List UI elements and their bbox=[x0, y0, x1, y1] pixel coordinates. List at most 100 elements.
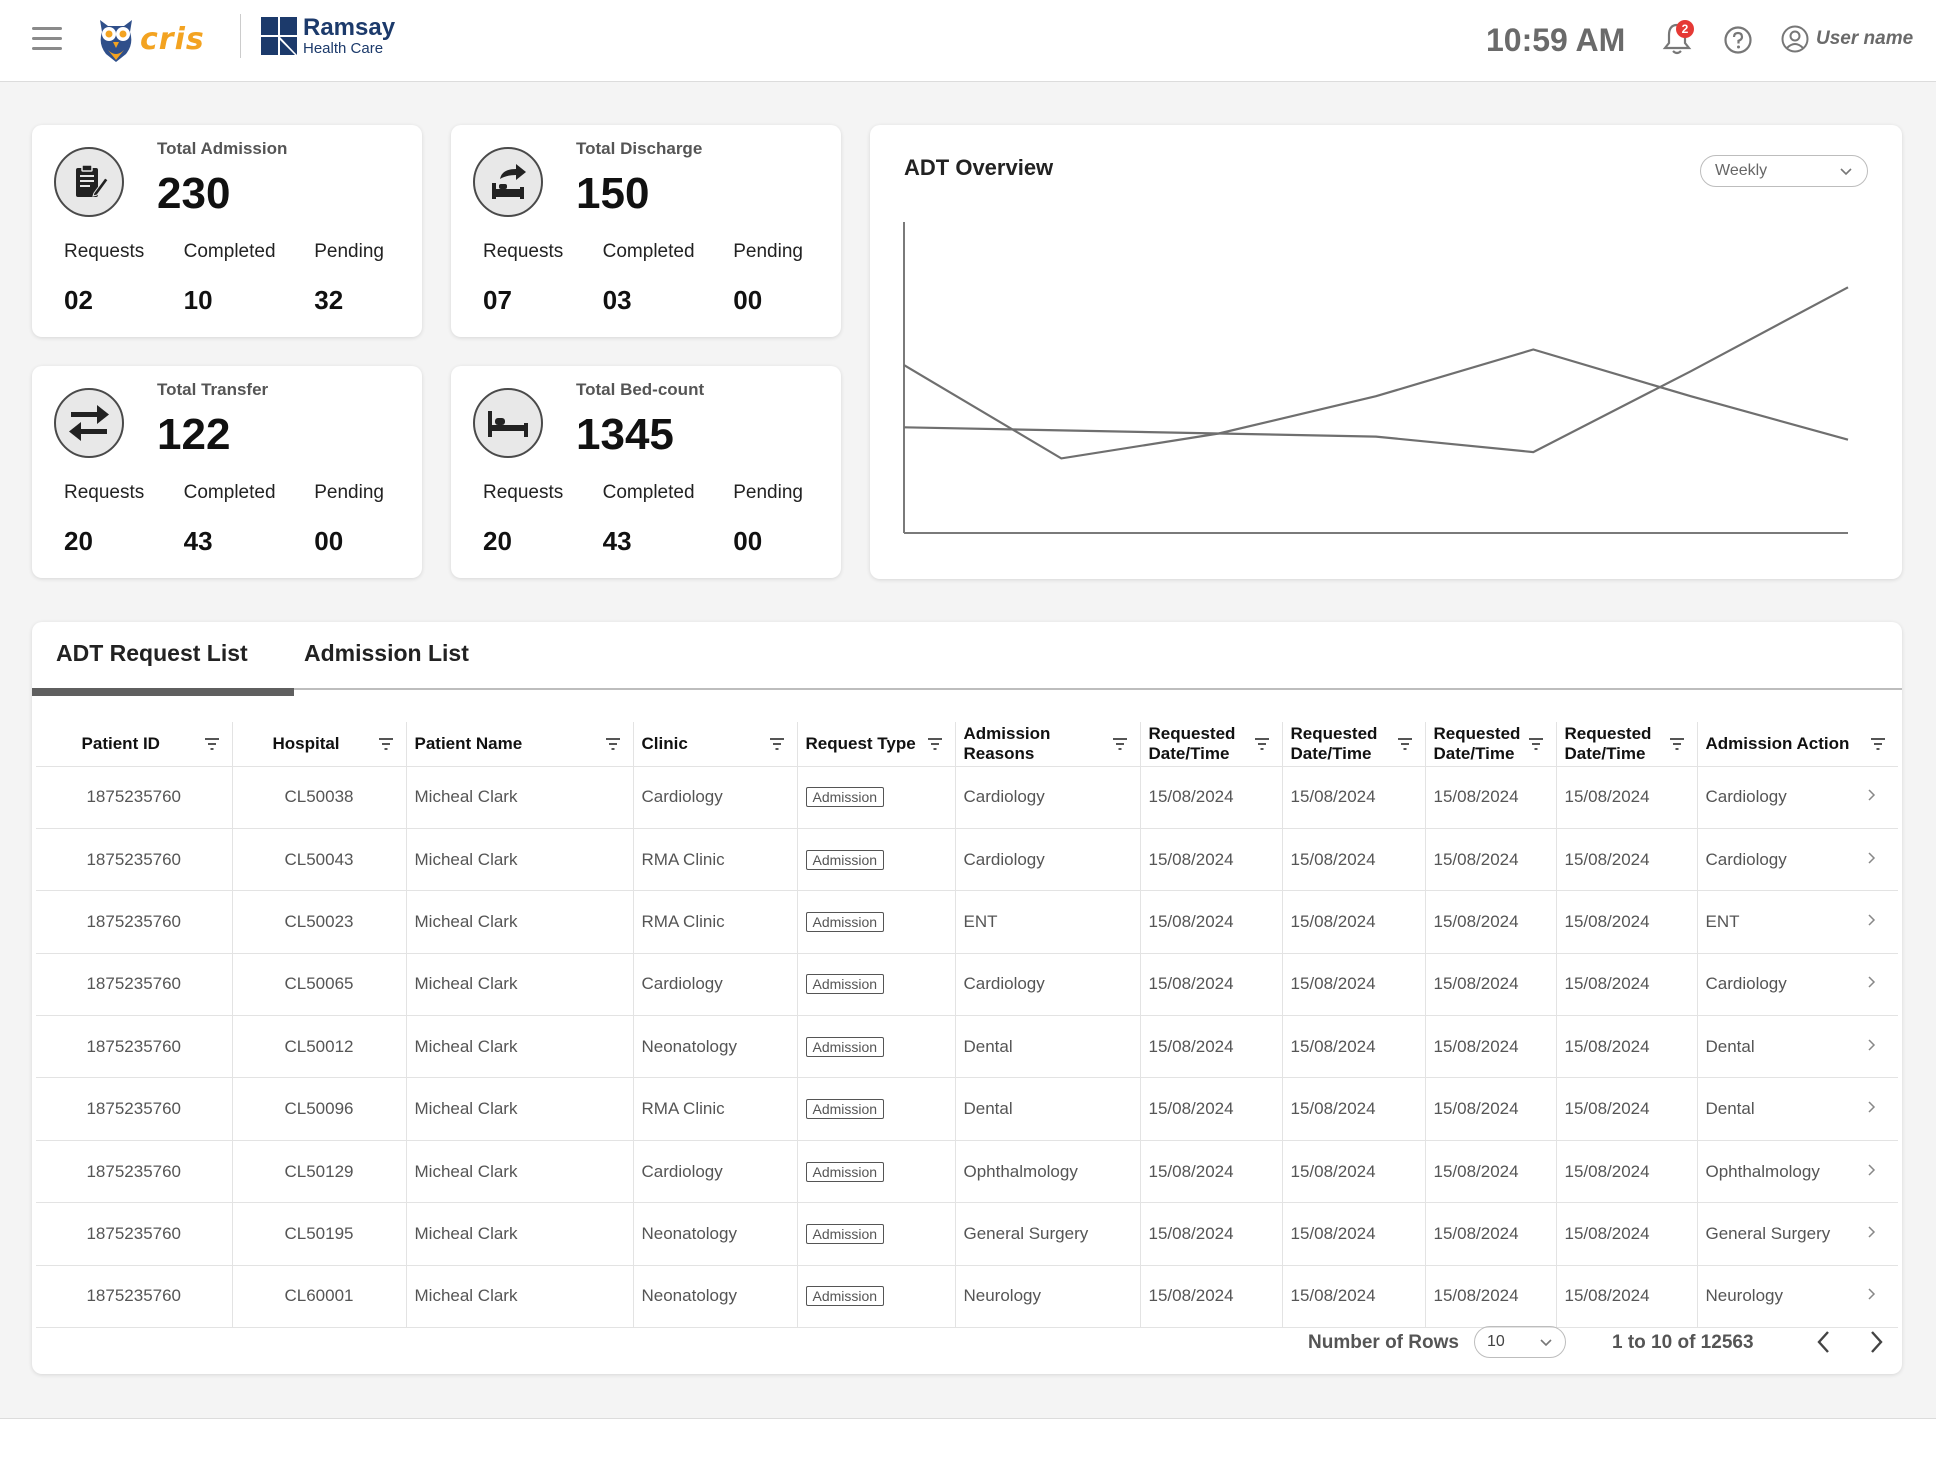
chevron-right-icon[interactable] bbox=[1866, 912, 1876, 932]
table-row[interactable]: 1875235760 CL50043 Micheal Clark RMA Clinic… bbox=[36, 828, 1898, 892]
requested-datetime-cell: 15/08/2024 bbox=[1556, 1202, 1698, 1266]
column-header-label: Requested bbox=[1290, 724, 1378, 744]
admission-reason-cell: Cardiology bbox=[955, 953, 1141, 1017]
requested-datetime-cell: 15/08/2024 bbox=[1140, 1140, 1283, 1204]
table-row[interactable]: 1875235760 CL50096 Micheal Clark RMA Clinic… bbox=[36, 1077, 1898, 1141]
partner-sub: Health Care bbox=[303, 40, 384, 57]
admission-action-label: Dental bbox=[1705, 1036, 1755, 1056]
tab-adt-request-list[interactable]: ADT Request List bbox=[56, 640, 248, 666]
rows-per-page-value: 10 bbox=[1487, 1333, 1505, 1350]
requested-datetime-cell: 15/08/2024 bbox=[1425, 1077, 1557, 1141]
column-header-label: Clinic bbox=[641, 733, 688, 753]
admission-action-cell: Dental bbox=[1697, 1015, 1898, 1079]
hospital-cell: CL50096 bbox=[232, 1077, 407, 1141]
request-type-cell: Admission bbox=[797, 1077, 956, 1141]
card-total: 150 bbox=[576, 169, 650, 218]
chevron-right-icon[interactable] bbox=[1866, 1328, 1886, 1356]
requested-datetime-cell: 15/08/2024 bbox=[1556, 890, 1698, 954]
patient-id-cell: 1875235760 bbox=[36, 1015, 233, 1079]
user-menu[interactable]: User name bbox=[1780, 24, 1913, 54]
tab-admission-list[interactable]: Admission List bbox=[304, 640, 469, 666]
clinic-cell: Neonatology bbox=[633, 1202, 798, 1266]
filter-icon[interactable] bbox=[378, 736, 394, 756]
column-header-label: Date/Time bbox=[1148, 743, 1230, 763]
chevron-right-icon[interactable] bbox=[1866, 1099, 1876, 1119]
clinic-cell: Neonatology bbox=[633, 1015, 798, 1079]
card-total: 1345 bbox=[576, 410, 674, 459]
request-type-cell: Admission bbox=[797, 1202, 956, 1266]
chevron-right-icon[interactable] bbox=[1866, 1286, 1876, 1306]
table-row[interactable]: 1875235760 CL50065 Micheal Clark Cardiology… bbox=[36, 953, 1898, 1017]
hospital-cell: CL50129 bbox=[232, 1140, 407, 1204]
table-row[interactable]: 1875235760 CL50012 Micheal Clark Neonatolog… bbox=[36, 1015, 1898, 1079]
rows-per-page-select[interactable]: 10 bbox=[1474, 1326, 1566, 1358]
admission-action-cell: Cardiology bbox=[1697, 766, 1898, 829]
tab-divider bbox=[32, 688, 1902, 690]
column-header-label: Requested bbox=[1433, 724, 1521, 744]
clinic-cell: Cardiology bbox=[633, 953, 798, 1017]
hospital-cell: CL50038 bbox=[232, 766, 407, 829]
table-row[interactable]: 1875235760 CL50129 Micheal Clark Cardiology… bbox=[36, 1140, 1898, 1204]
requested-datetime-cell: 15/08/2024 bbox=[1140, 1015, 1283, 1079]
admission-action-cell: ENT bbox=[1697, 890, 1898, 954]
table-row[interactable]: 1875235760 CL50023 Micheal Clark RMA Clinic… bbox=[36, 890, 1898, 954]
chevron-right-icon[interactable] bbox=[1866, 1037, 1876, 1057]
column-header: Patient ID bbox=[36, 722, 233, 767]
requested-datetime-cell: 15/08/2024 bbox=[1556, 1077, 1698, 1141]
requests-value: 20 bbox=[64, 526, 93, 556]
card-title: Total Discharge bbox=[576, 139, 703, 158]
footer-bar bbox=[0, 1418, 1936, 1476]
column-header: Patient Name bbox=[406, 722, 634, 767]
menu-icon[interactable] bbox=[32, 27, 62, 51]
chevron-right-icon[interactable] bbox=[1866, 1224, 1876, 1244]
chevron-right-icon[interactable] bbox=[1866, 850, 1876, 870]
admission-action-label: Cardiology bbox=[1705, 849, 1787, 869]
column-header-label: Patient ID bbox=[81, 733, 160, 753]
filter-icon[interactable] bbox=[769, 736, 785, 756]
requested-datetime-cell: 15/08/2024 bbox=[1282, 1077, 1426, 1141]
admission-action-label: General Surgery bbox=[1705, 1223, 1831, 1243]
filter-icon[interactable] bbox=[1870, 736, 1886, 756]
request-type-cell: Admission bbox=[797, 953, 956, 1017]
active-tab-indicator bbox=[32, 688, 294, 696]
table-row[interactable]: 1875235760 CL50038 Micheal Clark Cardiology… bbox=[36, 766, 1898, 829]
requested-datetime-cell: 15/08/2024 bbox=[1425, 1202, 1557, 1266]
requested-datetime-cell: 15/08/2024 bbox=[1140, 1202, 1283, 1266]
chevron-right-icon[interactable] bbox=[1866, 1162, 1876, 1182]
requested-datetime-cell: 15/08/2024 bbox=[1425, 1015, 1557, 1079]
patient-name-cell: Micheal Clark bbox=[406, 1140, 634, 1204]
requested-datetime-cell: 15/08/2024 bbox=[1282, 828, 1426, 892]
column-header: Admission Reasons bbox=[955, 722, 1141, 767]
table-row[interactable]: 1875235760 CL50195 Micheal Clark Neonatolog… bbox=[36, 1202, 1898, 1266]
filter-icon[interactable] bbox=[1669, 736, 1685, 756]
filter-icon[interactable] bbox=[1397, 736, 1413, 756]
admission-action-cell: General Surgery bbox=[1697, 1202, 1898, 1266]
filter-icon[interactable] bbox=[605, 736, 621, 756]
admission-reason-cell: Dental bbox=[955, 1015, 1141, 1079]
period-select[interactable]: Weekly bbox=[1700, 155, 1868, 187]
column-header: Hospital bbox=[232, 722, 407, 767]
requested-datetime-cell: 15/08/2024 bbox=[1282, 766, 1426, 829]
table-row[interactable]: 1875235760 CL60001 Micheal Clark Neonatolog… bbox=[36, 1265, 1898, 1329]
filter-icon[interactable] bbox=[1528, 736, 1544, 756]
filter-icon[interactable] bbox=[204, 736, 220, 756]
chevron-left-icon[interactable] bbox=[1814, 1328, 1834, 1356]
clock: 10:59 AM bbox=[1486, 22, 1626, 58]
request-type-cell: Admission bbox=[797, 1140, 956, 1204]
filter-icon[interactable] bbox=[1254, 736, 1270, 756]
table-body: 1875235760 CL50038 Micheal Clark Cardiology… bbox=[36, 766, 1898, 1329]
filter-icon[interactable] bbox=[927, 736, 943, 756]
patient-name-cell: Micheal Clark bbox=[406, 766, 634, 829]
requested-datetime-cell: 15/08/2024 bbox=[1556, 953, 1698, 1017]
requested-datetime-cell: 15/08/2024 bbox=[1140, 953, 1283, 1017]
transfer-arrows-icon bbox=[54, 388, 124, 458]
period-select-value: Weekly bbox=[1715, 162, 1768, 179]
patient-id-cell: 1875235760 bbox=[36, 828, 233, 892]
hospital-cell: CL50023 bbox=[232, 890, 407, 954]
brand-name: cris bbox=[140, 21, 205, 57]
chevron-right-icon[interactable] bbox=[1866, 974, 1876, 994]
help-icon[interactable] bbox=[1723, 25, 1753, 55]
filter-icon[interactable] bbox=[1112, 736, 1128, 756]
chevron-right-icon[interactable] bbox=[1866, 787, 1876, 807]
request-type-badge: Admission bbox=[805, 1099, 885, 1120]
